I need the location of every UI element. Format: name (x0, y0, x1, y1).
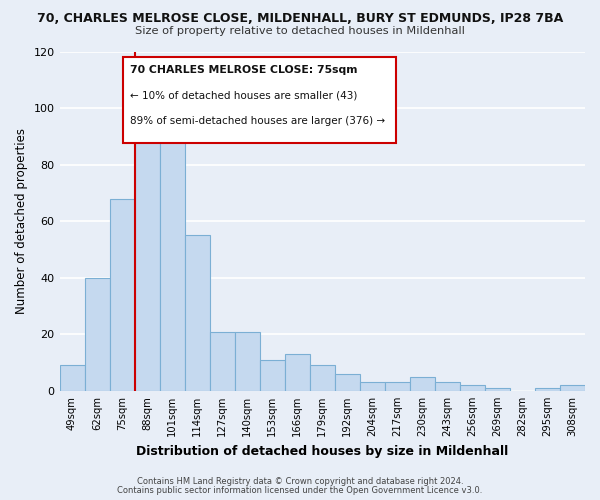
Bar (310, 366, 335, 391)
Bar (360, 382, 385, 391)
Bar (110, 198, 134, 391)
Text: ← 10% of detached houses are smaller (43): ← 10% of detached houses are smaller (43… (130, 90, 358, 101)
Bar (209, 332, 235, 391)
Bar (535, 388, 560, 391)
Text: 70, CHARLES MELROSE CLOSE, MILDENHALL, BURY ST EDMUNDS, IP28 7BA: 70, CHARLES MELROSE CLOSE, MILDENHALL, B… (37, 12, 563, 26)
Text: Size of property relative to detached houses in Mildenhall: Size of property relative to detached ho… (135, 26, 465, 36)
Y-axis label: Number of detached properties: Number of detached properties (15, 128, 28, 314)
FancyBboxPatch shape (122, 56, 396, 143)
X-axis label: Distribution of detached houses by size in Mildenhall: Distribution of detached houses by size … (136, 444, 508, 458)
Bar (560, 386, 585, 391)
Bar (435, 382, 460, 391)
Bar (59, 366, 85, 391)
Bar (460, 386, 485, 391)
Bar (134, 128, 160, 391)
Bar (385, 382, 410, 391)
Bar (160, 136, 185, 391)
Bar (285, 354, 310, 391)
Bar (235, 332, 260, 391)
Text: 89% of semi-detached houses are larger (376) →: 89% of semi-detached houses are larger (… (130, 116, 386, 126)
Bar (410, 377, 435, 391)
Text: Contains public sector information licensed under the Open Government Licence v3: Contains public sector information licen… (118, 486, 482, 495)
Bar (185, 236, 209, 391)
Bar (85, 278, 110, 391)
Bar (260, 360, 285, 391)
Bar (335, 374, 360, 391)
Text: 70 CHARLES MELROSE CLOSE: 75sqm: 70 CHARLES MELROSE CLOSE: 75sqm (130, 65, 358, 75)
Bar (485, 388, 510, 391)
Text: Contains HM Land Registry data © Crown copyright and database right 2024.: Contains HM Land Registry data © Crown c… (137, 477, 463, 486)
